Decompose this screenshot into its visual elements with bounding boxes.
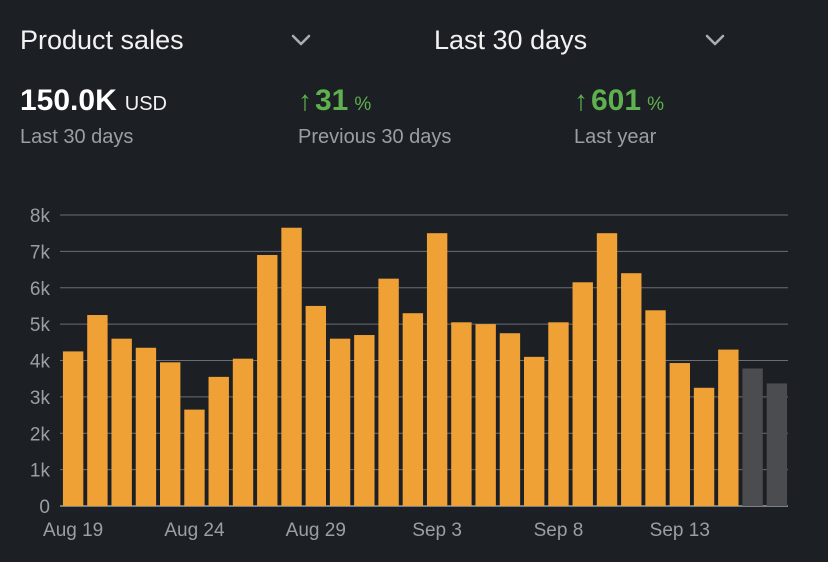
bar[interactable] — [548, 322, 569, 506]
bar[interactable] — [378, 278, 399, 506]
previous-period-label: Previous 30 days — [298, 126, 452, 148]
date-range-dropdown[interactable]: Last 30 days — [434, 22, 726, 58]
last-year-stat: ↑ 601 % Last year — [574, 84, 664, 149]
x-tick-label: Sep 13 — [650, 520, 710, 541]
bar[interactable] — [402, 313, 424, 506]
y-tick-label: 0 — [39, 497, 50, 518]
bar[interactable] — [281, 227, 302, 506]
bar[interactable] — [669, 363, 690, 506]
x-tick-label: Aug 19 — [43, 520, 103, 541]
bar[interactable] — [766, 383, 788, 506]
bar[interactable] — [135, 347, 157, 506]
bar[interactable] — [572, 282, 593, 506]
date-range-dropdown-label: Last 30 days — [434, 24, 588, 55]
metric-dropdown[interactable]: Product sales — [20, 22, 312, 58]
bar[interactable] — [62, 351, 84, 506]
metric-dropdown-label: Product sales — [20, 24, 184, 55]
bar[interactable] — [426, 233, 448, 506]
bar[interactable] — [111, 338, 132, 506]
bar[interactable] — [621, 273, 642, 506]
bar[interactable] — [329, 338, 351, 506]
bar[interactable] — [718, 349, 739, 506]
y-tick-label: 2k — [30, 424, 51, 445]
bar[interactable] — [693, 387, 715, 506]
x-tick-label: Sep 8 — [534, 520, 584, 541]
bar[interactable] — [645, 310, 666, 506]
y-tick-label: 6k — [30, 279, 51, 300]
bar[interactable] — [499, 333, 521, 506]
chevron-down-icon[interactable] — [290, 29, 312, 51]
y-tick-label: 1k — [30, 461, 51, 482]
bar[interactable] — [524, 356, 545, 506]
y-tick-label: 4k — [30, 352, 51, 373]
bar[interactable] — [257, 255, 278, 506]
sales-bar-chart: 0 1k 2k 3k 4k 5k 6k 7k 8k Aug 19 Aug 24 Aug 29 Sep 3… — [30, 206, 788, 541]
arrow-up-icon: ↑ — [574, 85, 588, 116]
y-tick-label: 5k — [30, 315, 51, 336]
bar[interactable] — [305, 305, 326, 506]
bar[interactable] — [354, 335, 375, 506]
y-tick-label: 7k — [30, 242, 51, 263]
x-tick-label: Aug 29 — [286, 520, 346, 541]
bar[interactable] — [184, 409, 205, 506]
last-year-unit: % — [647, 94, 664, 115]
last-year-change: 601 — [591, 84, 642, 117]
bar[interactable] — [208, 376, 229, 506]
total-sales-unit: USD — [124, 93, 167, 115]
total-sales-period: Last 30 days — [20, 126, 134, 148]
total-sales-value: 150.0K — [20, 84, 117, 117]
bar[interactable] — [87, 315, 108, 506]
previous-period-change: 31 — [315, 84, 349, 117]
previous-period-unit: % — [354, 94, 372, 115]
bar[interactable] — [742, 368, 763, 506]
last-year-label: Last year — [574, 126, 657, 148]
x-tick-label: Sep 3 — [412, 520, 462, 541]
y-tick-label: 3k — [30, 388, 51, 409]
bar[interactable] — [451, 322, 472, 506]
bar[interactable] — [596, 233, 618, 506]
bar[interactable] — [232, 358, 254, 506]
arrow-up-icon: ↑ — [298, 85, 312, 116]
total-sales-stat: 150.0K USD Last 30 days — [20, 84, 167, 149]
x-tick-label: Aug 24 — [164, 520, 225, 541]
y-tick-label: 8k — [30, 206, 51, 227]
previous-period-stat: ↑ 31 % Previous 30 days — [298, 84, 451, 149]
bar[interactable] — [160, 362, 181, 506]
chevron-down-icon[interactable] — [704, 29, 726, 51]
bar[interactable] — [475, 324, 496, 506]
